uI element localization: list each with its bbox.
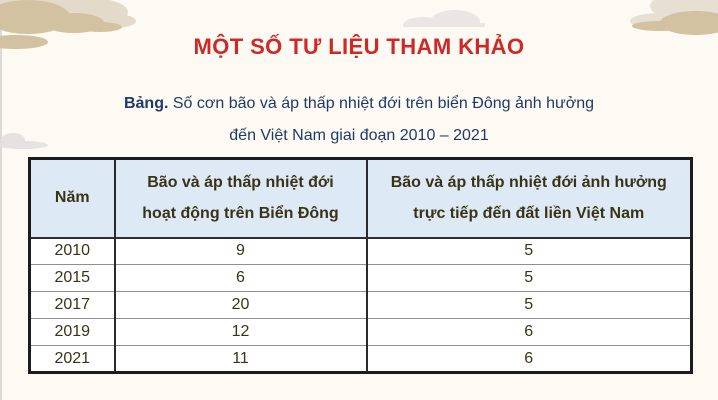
cell-year: 2021 bbox=[29, 345, 115, 373]
cell-year: 2010 bbox=[29, 237, 115, 265]
cell-direct-vietnam: 6 bbox=[365, 318, 692, 346]
page-title: MỘT SỐ TƯ LIỆU THAM KHẢO bbox=[193, 34, 525, 59]
column-header-east-sea: Bão và áp thấp nhiệt đới hoạt động trên … bbox=[113, 158, 367, 239]
caption-text: Số cơn bão và áp thấp nhiệt đới trên biể… bbox=[168, 95, 595, 112]
cell-east-sea: 11 bbox=[113, 345, 367, 373]
cell-east-sea: 6 bbox=[113, 264, 367, 292]
table-row: 2017 20 5 bbox=[29, 291, 692, 319]
column-header-direct-vietnam-line2: trực tiếp đến đất liền Việt Nam bbox=[413, 205, 645, 223]
cell-year: 2019 bbox=[29, 318, 115, 346]
cell-direct-vietnam: 5 bbox=[365, 237, 692, 265]
column-header-direct-vietnam-line1: Bão và áp thấp nhiệt đới ảnh hưởng bbox=[390, 174, 667, 192]
cell-year: 2017 bbox=[29, 291, 115, 319]
table-row: 2010 9 5 bbox=[29, 237, 692, 265]
table-row: 2015 6 5 bbox=[29, 264, 692, 292]
table-header-row: Năm Bão và áp thấp nhiệt đới hoạt động t… bbox=[29, 158, 692, 239]
table-caption: Bảng. Số cơn bão và áp thấp nhiệt đới tr… bbox=[0, 88, 718, 152]
cell-east-sea: 20 bbox=[113, 291, 367, 319]
column-header-east-sea-line2: hoạt động trên Biển Đông bbox=[142, 205, 339, 223]
column-header-direct-vietnam: Bão và áp thấp nhiệt đới ảnh hưởng trực … bbox=[365, 158, 692, 239]
cell-direct-vietnam: 5 bbox=[365, 264, 692, 292]
cell-direct-vietnam: 5 bbox=[365, 291, 692, 319]
cell-east-sea: 12 bbox=[113, 318, 367, 346]
slide-left-edge-line bbox=[0, 0, 2, 400]
cell-direct-vietnam: 6 bbox=[365, 345, 692, 373]
column-header-year: Năm bbox=[29, 158, 115, 239]
cell-year: 2015 bbox=[29, 264, 115, 292]
cell-east-sea: 9 bbox=[113, 237, 367, 265]
caption-label: Bảng. bbox=[123, 95, 169, 112]
table-row: 2019 12 6 bbox=[29, 318, 692, 346]
storm-data-table: Năm Bão và áp thấp nhiệt đới hoạt động t… bbox=[28, 157, 693, 374]
column-header-east-sea-line1: Bão và áp thấp nhiệt đới bbox=[147, 174, 334, 192]
caption-line-2: đến Việt Nam giai đoạn 2010 – 2021 bbox=[229, 127, 489, 144]
table-row: 2021 11 6 bbox=[29, 345, 692, 373]
caption-line-1: Bảng. Số cơn bão và áp thấp nhiệt đới tr… bbox=[0, 88, 718, 120]
cloud-gray-center-icon bbox=[393, 8, 495, 27]
